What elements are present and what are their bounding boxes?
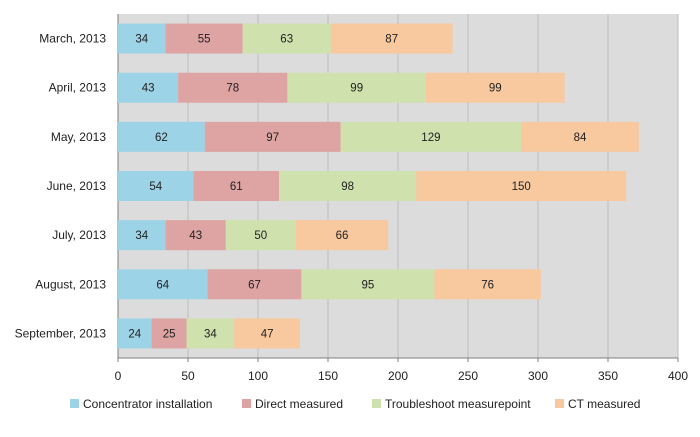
data-label: 24 [128, 328, 141, 340]
bar-segment [118, 72, 179, 103]
bar-segment [242, 23, 331, 54]
bar-segment [330, 23, 453, 54]
x-tick-label: 50 [181, 369, 195, 383]
legend-label: Concentrator installation [83, 397, 212, 411]
x-tick-label: 300 [528, 369, 548, 383]
legend-label: CT measured [568, 397, 640, 411]
data-label: 43 [142, 83, 155, 95]
data-label: 78 [226, 83, 239, 95]
data-label: 99 [489, 83, 502, 95]
data-label: 34 [204, 328, 217, 340]
bar-segment [118, 220, 166, 251]
category-label: August, 2013 [35, 277, 106, 291]
x-tick-label: 150 [318, 369, 338, 383]
bar-segment [301, 269, 435, 300]
legend-swatch [242, 399, 251, 408]
data-label: 67 [248, 279, 261, 291]
data-label: 99 [350, 83, 363, 95]
data-label: 63 [280, 34, 293, 46]
bar-segment [118, 269, 208, 300]
category-label: April, 2013 [49, 81, 107, 95]
bar-segment [151, 318, 187, 349]
x-tick-label: 250 [458, 369, 478, 383]
category-label: July, 2013 [52, 228, 106, 242]
x-tick-label: 200 [388, 369, 408, 383]
bar-segment [186, 318, 235, 349]
bar-segment [416, 171, 627, 201]
bar-segment [118, 171, 194, 201]
data-label: 98 [341, 181, 354, 193]
bar-segment [165, 23, 243, 54]
legend-swatch [372, 399, 381, 408]
category-label: May, 2013 [51, 130, 106, 144]
bar-segment [279, 171, 417, 201]
legend-swatch [555, 399, 564, 408]
x-tick-label: 350 [598, 369, 618, 383]
bar-segment [207, 269, 302, 300]
bar-segment [295, 220, 389, 251]
bar-segment [340, 121, 522, 152]
data-label: 50 [254, 230, 267, 242]
bar-segment [118, 318, 152, 349]
data-label: 64 [156, 279, 169, 291]
category-label: March, 2013 [39, 32, 106, 46]
bar-segment [234, 318, 300, 349]
data-label: 34 [135, 230, 148, 242]
bar-segment [118, 23, 166, 54]
data-label: 76 [481, 279, 494, 291]
category-label: June, 2013 [47, 179, 107, 193]
bar-segment [118, 121, 205, 152]
x-tick-label: 400 [668, 369, 688, 383]
legend-label: Direct measured [255, 397, 343, 411]
data-label: 66 [336, 230, 349, 242]
legend-swatch [70, 399, 79, 408]
data-label: 150 [512, 181, 531, 193]
data-label: 43 [189, 230, 202, 242]
data-label: 87 [385, 34, 398, 46]
bar-segment [165, 220, 226, 251]
bar-segment [193, 171, 279, 201]
data-label: 95 [362, 279, 375, 291]
data-label: 34 [135, 34, 148, 46]
bar-segment [287, 72, 426, 103]
bar-segment [204, 121, 341, 152]
bar-segment [434, 269, 541, 300]
data-label: 97 [266, 132, 279, 144]
data-label: 47 [261, 328, 274, 340]
data-label: 54 [149, 181, 162, 193]
legend-label: Troubleshoot measurepoint [385, 397, 531, 411]
x-tick-label: 0 [115, 369, 122, 383]
bar-segment [178, 72, 288, 103]
x-tick-label: 100 [248, 369, 268, 383]
data-label: 61 [230, 181, 243, 193]
data-label: 62 [155, 132, 168, 144]
data-label: 25 [163, 328, 176, 340]
category-label: September, 2013 [15, 326, 107, 340]
data-label: 55 [198, 34, 211, 46]
data-label: 129 [421, 132, 440, 144]
data-label: 84 [574, 132, 587, 144]
bar-segment [426, 72, 565, 103]
bar-segment [225, 220, 296, 251]
bar-segment [521, 121, 639, 152]
